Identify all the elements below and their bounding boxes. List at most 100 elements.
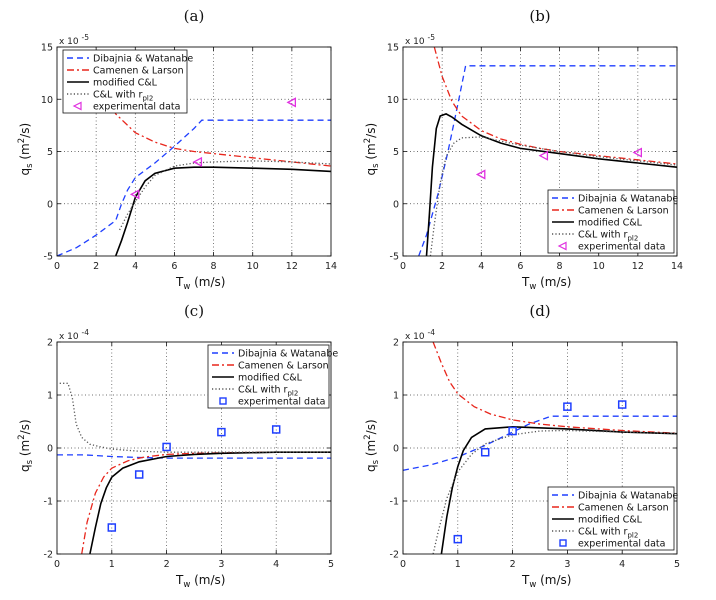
x-tick-label: 1 [109,559,115,570]
y-tick-label: -5 [44,252,53,263]
data-point [475,169,486,180]
legend-label: C&L with rpl2 [578,230,638,243]
legend-label: modified C&L [238,373,303,384]
x-tick-label: 5 [674,559,680,570]
panel-title: (b) [529,7,550,25]
legend-label: modified C&L [93,78,158,89]
legend-swatch [219,397,227,405]
y-tick-label: 5 [393,147,399,158]
x-tick-label: 14 [325,261,337,272]
legend-label: C&L with rpl2 [93,90,153,103]
legend-label: Camenen & Larson [578,503,669,514]
data-point [107,523,117,532]
legend-label: experimental data [238,397,325,408]
x-tick-label: 3 [218,559,224,570]
legend-label: Dibajnia & Watanabe [578,194,678,205]
legend-label: modified C&L [578,218,643,229]
data-point [508,426,517,436]
x-tick-label: 10 [593,261,605,272]
y-tick-label: -2 [390,550,399,561]
x-tick-label: 2 [510,559,516,570]
data-point [217,427,226,437]
y-exponent: x 10 -5 [405,33,435,47]
series-line [119,160,331,231]
y-tick-label: 2 [393,338,399,349]
y-axis-label: qs (m2/s) [17,123,35,176]
y-axis-label: qs (m2/s) [363,123,381,176]
data-point [480,447,490,457]
x-axis-label: Tw (m/s) [521,573,571,590]
plot-area [57,52,331,256]
legend-label: C&L with rpl2 [238,385,298,398]
x-tick-label: 0 [400,261,406,272]
legend-swatch [559,539,567,547]
legend-label: experimental data [578,242,665,253]
y-tick-label: -2 [44,550,53,561]
x-tick-label: 4 [619,559,625,570]
y-tick-label: -5 [390,252,399,263]
x-axis-label: Tw (m/s) [175,573,225,590]
y-tick-label: 0 [47,444,53,455]
plot-area [57,382,331,554]
data-point [134,470,144,479]
data-point [563,402,572,411]
legend-label: Dibajnia & Watanabe [238,349,338,360]
series-line [418,65,677,256]
panel-title: (a) [184,7,205,25]
legend-label: Dibajnia & Watanabe [578,491,678,502]
legend-label: C&L with rpl2 [578,527,638,540]
x-tick-label: 14 [671,261,683,272]
x-tick-label: 4 [132,261,138,272]
legend-label: modified C&L [578,515,643,526]
legend-label: Camenen & Larson [238,361,329,372]
y-exponent: x 10 -4 [405,328,435,342]
series-line [57,454,331,459]
x-tick-label: 0 [54,261,60,272]
x-tick-label: 12 [632,261,644,272]
y-tick-label: 1 [393,391,399,402]
data-point [286,97,297,108]
x-axis-label: Tw (m/s) [521,275,571,292]
series-line [93,52,331,167]
x-tick-label: 8 [557,261,563,272]
x-tick-label: 1 [455,559,461,570]
y-tick-label: 2 [47,338,53,349]
x-tick-label: 5 [328,559,334,570]
y-exponent: x 10 -5 [59,33,89,47]
legend-label: Camenen & Larson [93,66,184,77]
data-point [453,534,463,544]
y-tick-label: -1 [44,497,53,508]
series-line [114,166,331,256]
x-tick-label: 2 [164,559,170,570]
x-axis-label: Tw (m/s) [175,275,225,292]
legend-label: Dibajnia & Watanabe [93,54,193,65]
x-tick-label: 12 [286,261,298,272]
series-line [440,425,677,554]
data-point [271,425,281,434]
legend-label: experimental data [93,102,180,113]
y-axis-label: qs (m2/s) [17,419,35,472]
series-line [433,47,677,165]
series-line [425,113,677,256]
x-tick-label: 6 [171,261,177,272]
y-tick-label: 0 [393,199,399,210]
y-tick-label: 0 [47,199,53,210]
data-point [632,147,643,158]
x-tick-label: 2 [439,261,445,272]
legend-swatch [72,101,82,111]
x-tick-label: 0 [400,559,406,570]
y-tick-label: 0 [393,444,399,455]
data-point [538,150,549,161]
y-tick-label: -1 [390,497,399,508]
y-axis-label: qs (m2/s) [363,419,381,472]
series-line [89,451,331,554]
x-tick-label: 4 [478,261,484,272]
panel-title: (d) [529,302,550,320]
data-point [617,400,627,409]
